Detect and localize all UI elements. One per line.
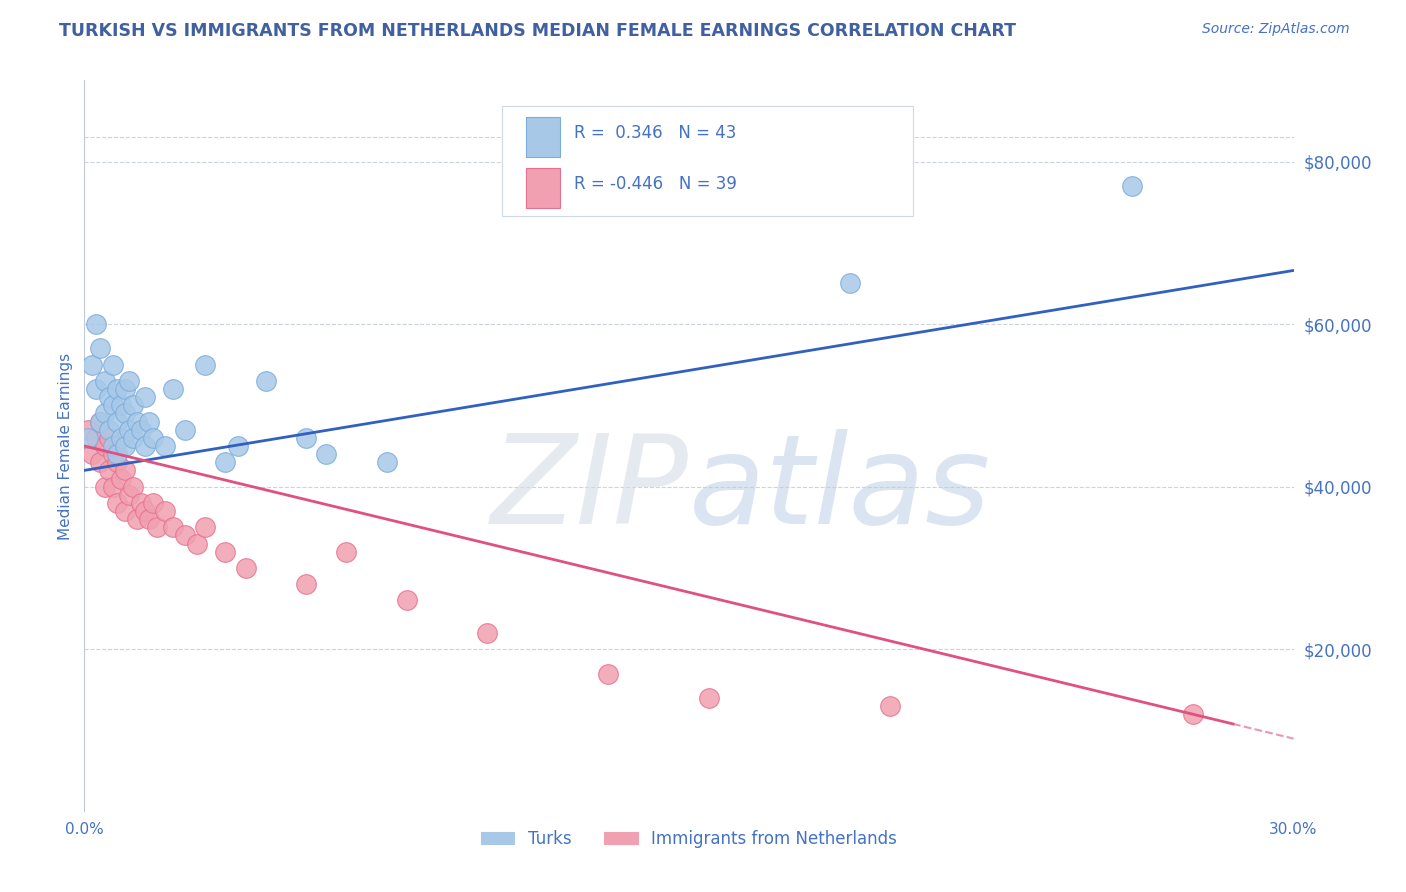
Point	[125, 415, 148, 429]
Point	[295, 431, 318, 445]
Point	[129, 496, 152, 510]
Point	[839, 277, 862, 291]
Point	[105, 455, 128, 469]
Point	[105, 496, 128, 510]
Point	[697, 690, 720, 705]
Point	[101, 358, 124, 372]
Point	[82, 447, 104, 461]
Point	[105, 382, 128, 396]
Point	[97, 390, 120, 404]
Point	[101, 447, 124, 461]
Point	[89, 415, 111, 429]
Point	[121, 398, 143, 412]
Point	[375, 455, 398, 469]
Text: atlas: atlas	[689, 429, 991, 550]
Point	[82, 358, 104, 372]
Point	[89, 342, 111, 356]
Point	[86, 382, 108, 396]
Text: TURKISH VS IMMIGRANTS FROM NETHERLANDS MEDIAN FEMALE EARNINGS CORRELATION CHART: TURKISH VS IMMIGRANTS FROM NETHERLANDS M…	[59, 22, 1017, 40]
Point	[97, 463, 120, 477]
Point	[146, 520, 169, 534]
FancyBboxPatch shape	[502, 106, 912, 216]
Text: R = -0.446   N = 39: R = -0.446 N = 39	[574, 175, 737, 194]
Point	[477, 626, 499, 640]
Point	[194, 520, 217, 534]
Point	[89, 415, 111, 429]
Point	[295, 577, 318, 591]
Point	[134, 390, 156, 404]
Point	[105, 447, 128, 461]
Point	[118, 374, 141, 388]
Text: ZIP: ZIP	[491, 429, 689, 550]
Point	[142, 431, 165, 445]
Point	[121, 480, 143, 494]
Point	[114, 407, 136, 421]
Point	[125, 512, 148, 526]
Point	[1121, 178, 1143, 193]
Point	[114, 463, 136, 477]
Point	[110, 398, 132, 412]
Point	[153, 504, 176, 518]
Point	[93, 480, 115, 494]
Point	[142, 496, 165, 510]
Point	[101, 439, 124, 453]
Text: R =  0.346   N = 43: R = 0.346 N = 43	[574, 124, 737, 142]
Point	[110, 471, 132, 485]
Point	[395, 593, 418, 607]
Point	[129, 423, 152, 437]
Point	[93, 374, 115, 388]
Point	[174, 528, 197, 542]
Point	[118, 423, 141, 437]
Point	[879, 699, 901, 714]
Point	[138, 415, 160, 429]
Point	[138, 512, 160, 526]
Point	[97, 431, 120, 445]
Point	[118, 488, 141, 502]
Y-axis label: Median Female Earnings: Median Female Earnings	[58, 352, 73, 540]
Point	[105, 415, 128, 429]
Point	[194, 358, 217, 372]
Text: Source: ZipAtlas.com: Source: ZipAtlas.com	[1202, 22, 1350, 37]
Point	[121, 431, 143, 445]
Point	[134, 439, 156, 453]
Point	[86, 431, 108, 445]
Point	[186, 536, 208, 550]
Legend: Turks, Immigrants from Netherlands: Turks, Immigrants from Netherlands	[474, 823, 904, 855]
Point	[101, 398, 124, 412]
Point	[77, 423, 100, 437]
Point	[315, 447, 337, 461]
Point	[1181, 707, 1204, 722]
Point	[214, 544, 236, 558]
Point	[110, 431, 132, 445]
Point	[86, 317, 108, 331]
Point	[162, 520, 184, 534]
Point	[77, 431, 100, 445]
Point	[598, 666, 620, 681]
Point	[235, 561, 257, 575]
Point	[153, 439, 176, 453]
Point	[97, 423, 120, 437]
Point	[114, 439, 136, 453]
Point	[93, 439, 115, 453]
Point	[214, 455, 236, 469]
Point	[335, 544, 357, 558]
FancyBboxPatch shape	[526, 168, 560, 209]
Point	[114, 382, 136, 396]
Point	[89, 455, 111, 469]
Point	[226, 439, 249, 453]
Point	[101, 480, 124, 494]
Point	[93, 407, 115, 421]
Point	[174, 423, 197, 437]
FancyBboxPatch shape	[526, 117, 560, 157]
Point	[162, 382, 184, 396]
Point	[254, 374, 277, 388]
Point	[134, 504, 156, 518]
Point	[114, 504, 136, 518]
